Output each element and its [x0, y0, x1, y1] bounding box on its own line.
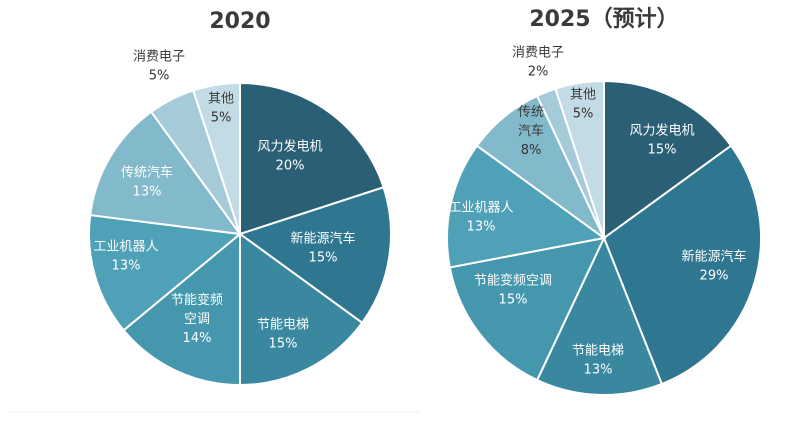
slice-category-label: 风力发电机	[629, 123, 694, 139]
slice-value-label: 5%	[573, 107, 594, 122]
slice-value-label: 15%	[648, 143, 677, 158]
slice-category-label: 节能电梯	[257, 318, 309, 333]
chart-title-2020: 2020	[209, 9, 270, 34]
slice-category-label: 空调	[184, 312, 210, 327]
slice-category-label: 节能变频空调	[474, 273, 552, 289]
slice-value-label: 13%	[133, 185, 162, 200]
slice-value-label: 13%	[584, 363, 613, 378]
pie-slice	[603, 79, 733, 240]
pie-slice	[237, 186, 392, 325]
slice-value-label: 15%	[269, 337, 298, 352]
pie-slice	[554, 79, 605, 239]
slice-category-label: 消费电子	[512, 46, 564, 61]
pie-chart-2025: 风力发电机 15% 新能源汽车 29% 节能电梯 13% 节能变频空调 15% 工业机器人 13%…	[445, 46, 762, 396]
slice-category-label: 工业机器人	[448, 201, 513, 216]
slice-category-label: 工业机器人	[93, 240, 158, 255]
slice-value-label: 15%	[309, 251, 338, 266]
pie-slice	[448, 236, 606, 382]
pie-slice	[239, 232, 364, 387]
pie-slice	[535, 235, 664, 396]
slice-category-label: 传统	[518, 105, 544, 120]
slice-value-label: 8%	[521, 143, 542, 158]
slice-category-label: 新能源汽车	[290, 231, 355, 247]
pie-chart-2020: 风力发电机 20% 新能源汽车 15% 节能电梯 15% 节能变频空调 14% 工业机器人 13%…	[87, 50, 392, 387]
slice-value-label: 2%	[528, 65, 549, 80]
slice-category-label: 传统汽车	[121, 165, 173, 181]
slice-category-label: 消费电子	[133, 50, 185, 65]
slice-category-label: 节能电梯	[572, 344, 624, 359]
slice-value-label: 29%	[700, 269, 729, 284]
slice-value-label: 14%	[183, 331, 212, 346]
slice-category-label: 风力发电机	[257, 139, 322, 155]
chart-title-2025: 2025（预计）	[529, 7, 678, 32]
pie-slice	[192, 81, 241, 235]
pie-slice	[445, 144, 607, 269]
slice-value-label: 13%	[467, 220, 496, 235]
slice-value-label: 13%	[112, 259, 141, 274]
pie-slice	[87, 213, 243, 332]
slice-value-label: 15%	[499, 293, 528, 308]
pie-slice	[239, 81, 385, 236]
pie-slice	[89, 110, 243, 236]
slice-category-label: 其他	[208, 92, 234, 107]
slice-value-label: 5%	[149, 69, 170, 84]
slice-category-label: 节能变频	[171, 292, 223, 308]
pie-slice	[122, 231, 241, 387]
slice-category-label: 其他	[570, 88, 596, 103]
slice-category-label: 新能源汽车	[681, 249, 746, 265]
slice-value-label: 5%	[211, 111, 232, 126]
slice-category-label: 汽车	[518, 123, 544, 139]
slice-value-label: 20%	[276, 159, 305, 174]
pie-slice	[602, 144, 762, 386]
